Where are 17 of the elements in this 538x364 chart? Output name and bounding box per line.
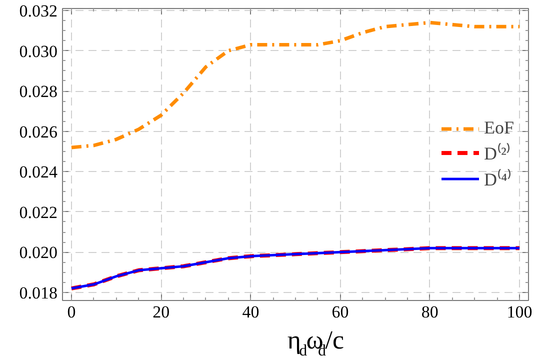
y-tick-label: 0.030 [19, 42, 58, 61]
y-tick-label: 0.018 [19, 283, 58, 302]
y-tick-label: 0.024 [19, 162, 58, 182]
x-tick-label: 80 [421, 302, 438, 322]
legend-label: EoF [484, 118, 514, 138]
x-tick-label: 60 [332, 302, 349, 322]
y-tick-label: 0.020 [19, 243, 58, 262]
x-tick-label: 40 [242, 302, 260, 322]
y-tick-label: 0.032 [19, 2, 58, 21]
x-tick-label: 100 [506, 302, 532, 322]
y-tick-label: 0.022 [19, 202, 58, 222]
y-tick-label: 0.028 [19, 82, 58, 102]
legend-label: D⁽²⁾ [484, 142, 510, 164]
x-tick-label: 20 [152, 302, 170, 322]
y-tick-label: 0.026 [19, 122, 58, 142]
x-tick-label: 0 [67, 302, 76, 322]
legend-label: D⁽⁴⁾ [484, 168, 512, 190]
